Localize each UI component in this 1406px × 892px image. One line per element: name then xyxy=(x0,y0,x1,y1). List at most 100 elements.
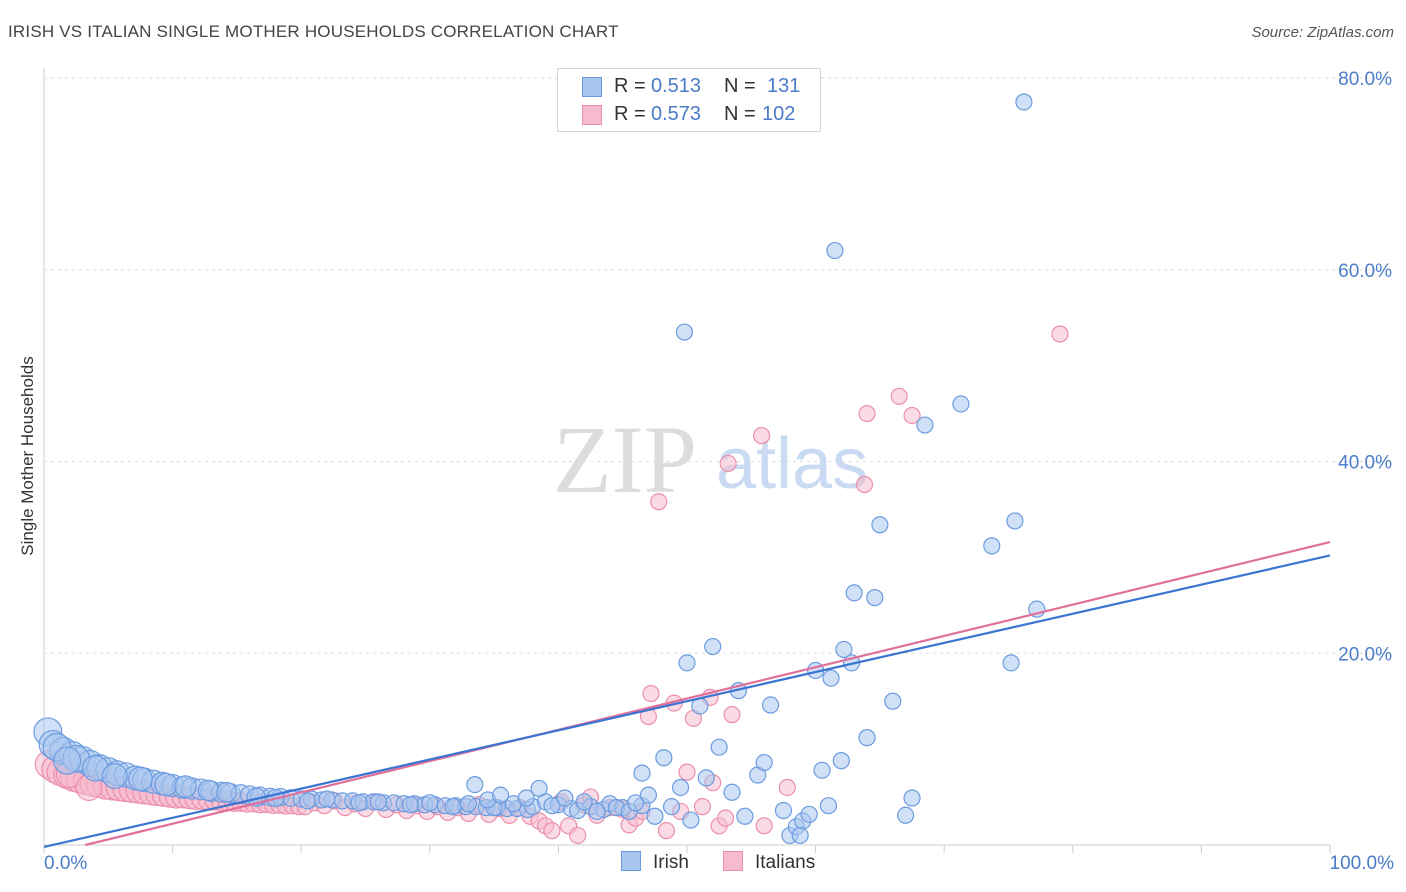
irish-point-128 xyxy=(866,589,884,607)
series-irish-points xyxy=(33,93,1046,845)
chart-title: IRISH VS ITALIAN SINGLE MOTHER HOUSEHOLD… xyxy=(8,22,619,41)
watermark-atlas: atlas xyxy=(716,424,868,504)
series-italians-points xyxy=(34,325,1069,845)
irish-n-label: N = xyxy=(724,75,756,97)
legend-row-italians: R = 0.573 N = 102 xyxy=(558,101,820,129)
irish-point-137 xyxy=(633,764,651,782)
irish-point-84 xyxy=(530,779,548,798)
watermark: ZIP atlas xyxy=(553,406,868,513)
irish-point-102 xyxy=(723,783,741,801)
irish-r-value: 0.513 xyxy=(651,75,702,97)
italians-swatch xyxy=(582,105,602,125)
irish-point-92 xyxy=(626,794,645,812)
irish-point-56 xyxy=(174,775,197,798)
trend-lines xyxy=(43,540,1331,848)
irish-point-125 xyxy=(826,241,844,260)
irish-n-value: 131 xyxy=(767,75,801,97)
italians-point-90 xyxy=(752,427,771,445)
irish-point-123 xyxy=(761,696,780,714)
irish-point-81 xyxy=(466,775,484,794)
y-tick-labels: 20.0% 40.0% 60.0% 80.0% xyxy=(1338,69,1392,665)
irish-point-67 xyxy=(444,798,462,816)
italians-point-99 xyxy=(650,493,668,511)
irish-point-101 xyxy=(710,738,728,756)
y-axis-label: Single Mother Households xyxy=(18,356,37,556)
irish-point-129 xyxy=(675,323,694,341)
irish-point-61 xyxy=(299,792,317,810)
x-tick-labels: 0.0% 100.0% xyxy=(44,853,1394,874)
irish-point-100 xyxy=(704,637,722,656)
y-tick-label-20: 20.0% xyxy=(1338,644,1392,665)
irish-point-64 xyxy=(369,793,387,811)
irish-point-65 xyxy=(401,796,420,814)
irish-point-53 xyxy=(101,763,128,789)
irish-point-89 xyxy=(588,802,606,821)
irish-point-139 xyxy=(662,798,681,816)
irish-point-120 xyxy=(903,789,921,807)
italians-point-95 xyxy=(890,387,908,405)
italians-point-92 xyxy=(755,817,773,835)
irish-r-label: R = xyxy=(614,75,646,97)
irish-point-93 xyxy=(639,786,658,804)
irish-trend-line xyxy=(43,554,1331,848)
irish-point-136 xyxy=(1002,654,1020,672)
irish-point-83 xyxy=(517,789,535,807)
irish-point-133 xyxy=(983,537,1001,555)
irish-point-62 xyxy=(318,790,336,808)
irish-point-88 xyxy=(575,793,593,811)
irish-point-82 xyxy=(491,786,510,804)
irish-point-121 xyxy=(678,654,696,672)
irish-point-57 xyxy=(197,779,220,802)
legend-item-irish: Irish xyxy=(621,851,689,874)
y-tick-label-80: 80.0% xyxy=(1338,69,1392,90)
italians-point-84 xyxy=(693,798,712,816)
irish-swatch xyxy=(582,77,602,97)
stats-legend: R = 0.513 N = 131 R = 0.573 N = 102 xyxy=(557,68,821,132)
irish-point-131 xyxy=(952,395,970,413)
x-tick-label-100: 100.0% xyxy=(1330,853,1395,874)
irish-point-126 xyxy=(822,669,840,687)
irish-point-103 xyxy=(736,807,754,825)
source-label: Source: ZipAtlas.com xyxy=(1251,24,1394,41)
italians-point-79 xyxy=(657,822,676,840)
legend-label-italians: Italians xyxy=(755,852,816,873)
irish-point-54 xyxy=(128,766,153,792)
irish-point-114 xyxy=(832,752,850,770)
italians-point-65 xyxy=(543,822,561,840)
irish-point-66 xyxy=(421,794,439,812)
italians-trend-line xyxy=(84,540,1331,847)
italians-point-94 xyxy=(855,475,874,494)
legend-row-irish: R = 0.513 N = 131 xyxy=(558,73,820,101)
italians-point-78 xyxy=(642,684,660,703)
italians-n-value: 102 xyxy=(762,103,796,125)
irish-point-96 xyxy=(671,778,690,797)
irish-point-132 xyxy=(916,416,934,434)
grid-lines xyxy=(44,77,1392,654)
irish-point-140 xyxy=(53,746,82,775)
italians-r-label: R = xyxy=(614,103,646,125)
irish-point-138 xyxy=(835,640,853,659)
italians-point-93 xyxy=(778,778,796,797)
irish-point-130 xyxy=(1015,93,1033,111)
irish-point-63 xyxy=(350,794,368,812)
irish-point-55 xyxy=(154,772,178,797)
irish-point-105 xyxy=(755,753,773,772)
irish-point-97 xyxy=(682,811,700,829)
x-ticks xyxy=(43,845,1331,853)
irish-point-124 xyxy=(791,826,809,845)
irish-point-112 xyxy=(813,761,831,779)
y-tick-label-40: 40.0% xyxy=(1338,453,1392,474)
irish-point-113 xyxy=(819,797,838,815)
legend-item-italians: Italians xyxy=(723,851,815,874)
y-tick-label-60: 60.0% xyxy=(1338,261,1392,282)
x-tick-label-0: 0.0% xyxy=(44,853,87,874)
irish-point-58 xyxy=(216,781,237,803)
italians-point-96 xyxy=(903,406,921,425)
italians-r-value: 0.573 xyxy=(651,103,702,125)
italians-point-88 xyxy=(716,809,735,827)
legend-swatch-italians xyxy=(723,851,743,871)
watermark-zip: ZIP xyxy=(553,406,697,513)
italians-point-97 xyxy=(1051,325,1069,343)
irish-point-86 xyxy=(556,789,574,807)
irish-point-116 xyxy=(858,729,876,747)
